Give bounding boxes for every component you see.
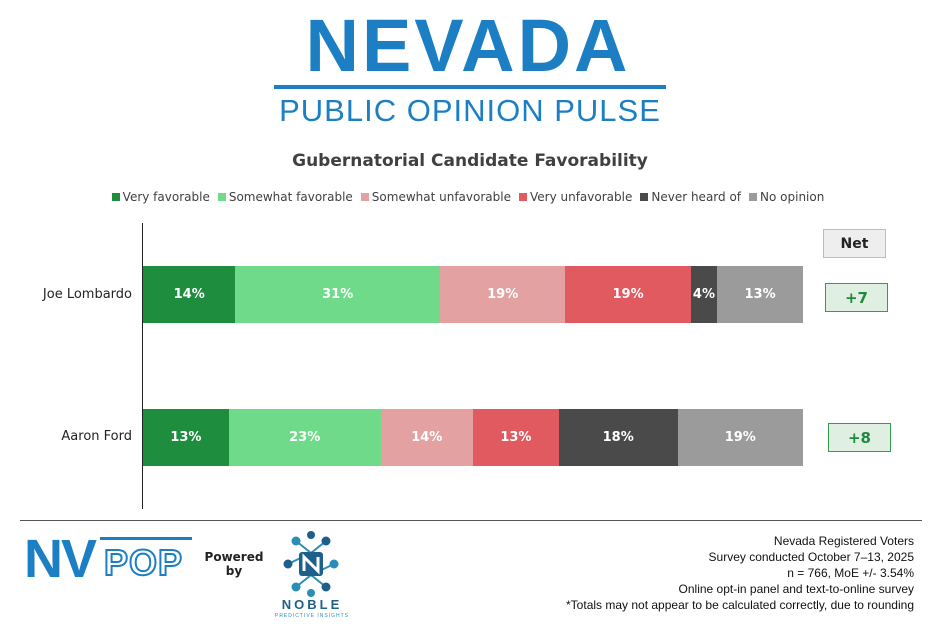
legend-swatch — [217, 193, 226, 201]
chart-axis-line — [142, 223, 143, 509]
noble-tagline: PREDICTIVE INSIGHTS — [274, 613, 349, 619]
legend-swatch — [360, 193, 369, 201]
survey-notes: Nevada Registered Voters Survey conducte… — [566, 533, 914, 613]
legend-label: Very unfavorable — [529, 190, 633, 204]
legend-label: Never heard of — [651, 190, 742, 204]
legend-item: Never heard of — [640, 190, 741, 204]
legend-label: No opinion — [760, 190, 825, 204]
bar-segment: 19% — [565, 266, 691, 323]
legend-label: Very favorable — [122, 190, 210, 204]
chart-legend: Very favorable Somewhat favorable Somewhat… — [0, 190, 936, 204]
bar-segment: 19% — [439, 266, 566, 323]
chart-title: Gubernatorial Candidate Favorability — [292, 151, 648, 171]
legend-item: No opinion — [749, 190, 824, 204]
bar-segment: 14% — [143, 266, 236, 323]
noble-logo-icon — [283, 531, 339, 597]
category-label-ford: Aaron Ford — [61, 429, 132, 444]
noble-wordmark: NOBLE — [281, 597, 343, 612]
bar-segment: 18% — [558, 409, 678, 466]
bar-segment: 13% — [717, 266, 803, 323]
category-label-lombardo: Joe Lombardo — [42, 287, 132, 302]
net-header: Net — [823, 229, 886, 258]
note-line: Online opt-in panel and text-to-online s… — [678, 582, 914, 596]
legend-label: Somewhat unfavorable — [371, 190, 511, 204]
bar-row-ford: 13% 23% 14% 13% 18% 19% — [143, 409, 803, 466]
svg-text:POP: POP — [104, 542, 183, 581]
nvpop-logo-text: NV — [24, 533, 97, 581]
nvpop-logo: NV POP — [24, 533, 192, 581]
bar-segment: 13% — [143, 409, 229, 466]
brand-title: NEVADA — [305, 4, 631, 87]
bar-segment: 23% — [228, 409, 381, 466]
legend-swatch — [111, 193, 120, 201]
brand-divider — [274, 85, 666, 89]
legend-swatch — [640, 193, 649, 201]
legend-label: Somewhat favorable — [228, 190, 353, 204]
legend-swatch — [518, 193, 527, 201]
bar-segment: 14% — [380, 409, 473, 466]
bar-segment: 31% — [235, 266, 440, 323]
legend-item: Very unfavorable — [518, 190, 633, 204]
legend-item: Somewhat favorable — [217, 190, 353, 204]
note-line: *Totals may not appear to be calculated … — [566, 598, 914, 612]
bar-row-lombardo: 14% 31% 19% 19% 4% 13% — [143, 266, 803, 323]
brand-subtitle: PUBLIC OPINION PULSE — [279, 93, 661, 128]
note-line: Survey conducted October 7–13, 2025 — [708, 550, 914, 564]
bar-segment: 19% — [677, 409, 803, 466]
legend-swatch — [749, 193, 758, 201]
bar-segment: 13% — [472, 409, 559, 466]
legend-item: Somewhat unfavorable — [360, 190, 511, 204]
footer-divider — [20, 520, 922, 521]
note-line: Nevada Registered Voters — [773, 534, 914, 548]
bar-segment: 4% — [690, 266, 718, 323]
note-line: n = 766, MoE +/- 3.54% — [787, 566, 914, 580]
powered-by-label: Powered by — [204, 550, 264, 578]
net-value-ford: +8 — [828, 423, 891, 452]
legend-item: Very favorable — [111, 190, 210, 204]
net-value-lombardo: +7 — [825, 283, 888, 312]
